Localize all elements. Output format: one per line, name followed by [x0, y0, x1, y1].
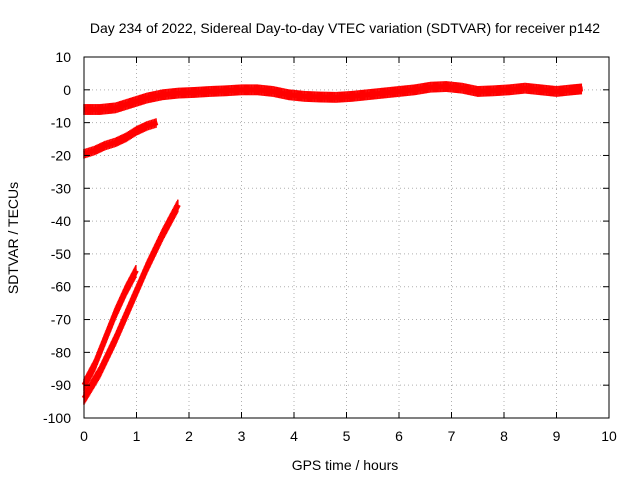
x-tick-labels: 0 1 2 3 4 5 6 7 8 9 10	[80, 428, 617, 444]
y-tick-label: -20	[51, 147, 71, 163]
x-tick-label: 9	[553, 428, 561, 444]
y-axis-label: SDTVAR / TECUs	[5, 182, 21, 294]
series-track-a	[83, 81, 583, 115]
y-tick-label: -50	[51, 246, 71, 262]
y-tick-labels: 10 0 -10 -20 -30 -40 -50 -60 -70 -80 -90 -100	[43, 49, 71, 426]
y-tick-label: 0	[63, 82, 71, 98]
y-tick-label: -80	[51, 344, 71, 360]
x-tick-label: 2	[185, 428, 193, 444]
y-tick-label: -90	[51, 377, 71, 393]
chart-title: Day 234 of 2022, Sidereal Day-to-day VTE…	[90, 20, 600, 36]
y-tick-label: -60	[51, 279, 71, 295]
x-tick-label: 5	[343, 428, 351, 444]
x-tick-label: 6	[395, 428, 403, 444]
x-tick-label: 1	[133, 428, 141, 444]
y-tick-label: -30	[51, 180, 71, 196]
y-tick-label: -70	[51, 312, 71, 328]
series-track-d	[81, 199, 181, 405]
data-series-layer	[81, 81, 583, 405]
y-tick-label: -40	[51, 213, 71, 229]
x-axis-label: GPS time / hours	[292, 457, 399, 473]
y-tick-label: -100	[43, 410, 71, 426]
x-tick-label: 7	[448, 428, 456, 444]
axis-ticks	[83, 56, 610, 419]
x-tick-label: 3	[238, 428, 246, 444]
series-track-c	[81, 265, 139, 392]
x-tick-label: 4	[290, 428, 298, 444]
y-tick-label: 10	[55, 49, 71, 65]
y-tick-label: -10	[51, 115, 71, 131]
series-track-b	[83, 118, 159, 159]
grid-lines	[84, 57, 609, 418]
x-tick-label: 0	[80, 428, 88, 444]
x-tick-label: 10	[601, 428, 617, 444]
x-tick-label: 8	[500, 428, 508, 444]
